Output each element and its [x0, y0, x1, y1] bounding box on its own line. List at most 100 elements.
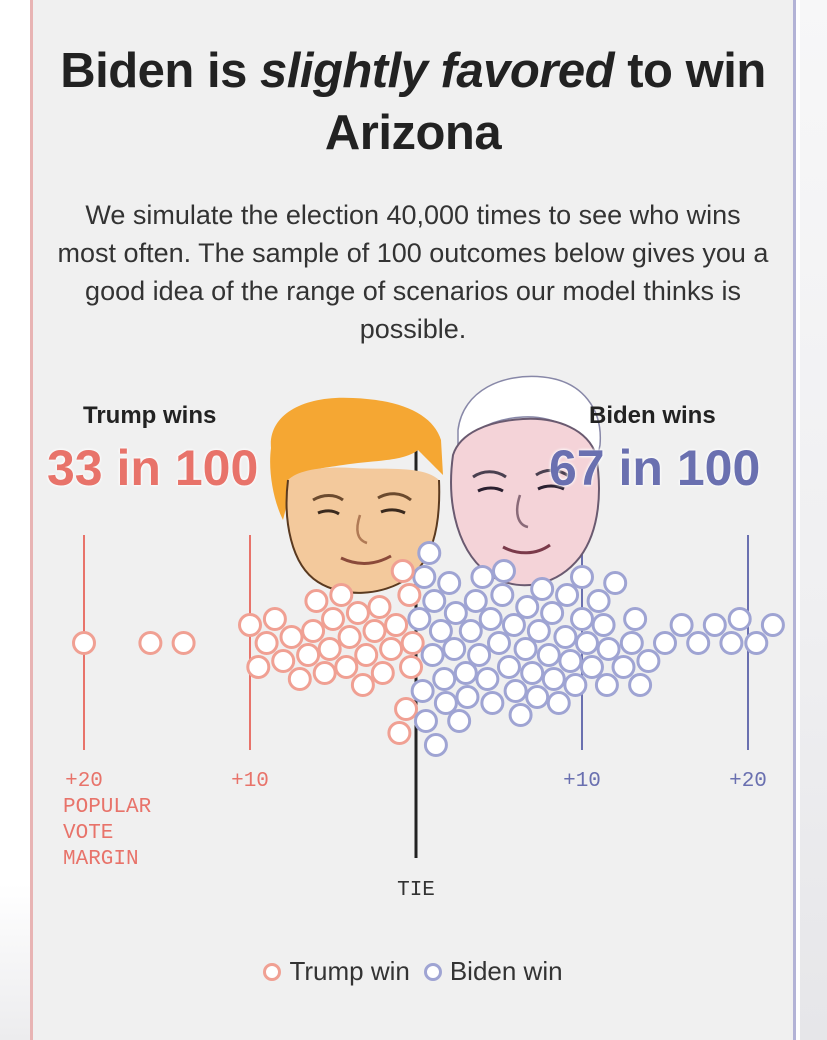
biden-outcome-dot [603, 571, 628, 595]
biden-outcome-dot [744, 631, 769, 655]
biden-caricature-icon [450, 375, 601, 587]
trump-outcome-dot [246, 655, 271, 679]
legend-label-trump: Trump win [289, 956, 410, 986]
biden-outcome-dot [574, 631, 599, 655]
biden-outcome-dot [636, 649, 661, 673]
chart-title: Biden is slightly favored to win Arizona [33, 40, 793, 164]
trump-outcome-dot [287, 667, 312, 691]
trump-outcome-dot [367, 595, 392, 619]
biden-outcome-dot [619, 631, 644, 655]
chart-legend: Trump win Biden win [33, 956, 793, 987]
biden-outcome-dot [653, 631, 677, 655]
trump-outcome-dot [337, 625, 362, 649]
simulation-dots [72, 541, 785, 757]
trump-outcome-dot [279, 625, 304, 649]
biden-outcome-dot [669, 613, 694, 637]
trump-outcome-dot [271, 649, 296, 673]
biden-outcome-dot [596, 637, 621, 661]
biden-outcome-dot [525, 685, 550, 709]
trump-outcome-dot [171, 631, 196, 655]
legend-label-biden: Biden win [449, 956, 563, 986]
tick-label-trump-20: +20 [65, 770, 103, 793]
tie-label: TIE [397, 879, 435, 902]
trump-win-count: 33 in 100 [47, 440, 259, 496]
trump-outcome-dot [254, 631, 279, 655]
trump-outcome-dot [394, 697, 419, 721]
biden-outcome-dot [432, 667, 457, 691]
biden-outcome-dot [428, 619, 453, 643]
biden-outcome-dot [623, 607, 648, 631]
biden-outcome-dot [413, 709, 438, 733]
axis-caption-line: VOTE [63, 822, 113, 845]
biden-outcome-dot [536, 643, 561, 667]
simulation-dot-chart: +20 +10 +10 +20 TIE POPULAR VOTE MARGIN [63, 375, 785, 902]
trump-outcome-dot [397, 583, 422, 607]
trump-outcome-dot [329, 583, 354, 607]
biden-outcome-dot [455, 685, 480, 709]
chart-subtitle: We simulate the election 40,000 times to… [57, 200, 769, 344]
biden-outcome-dot [540, 601, 565, 625]
biden-outcome-dot [458, 619, 483, 643]
trump-outcome-dot [334, 655, 359, 679]
biden-outcome-dot [570, 565, 594, 589]
biden-outcome-dot [555, 583, 580, 607]
tick-label-biden-20: +20 [729, 770, 767, 793]
biden-outcome-dot [412, 565, 437, 589]
title-part1: Biden is [60, 44, 260, 98]
biden-outcome-dot [558, 649, 583, 673]
trump-outcome-dot [379, 637, 404, 661]
biden-outcome-dot [475, 667, 500, 691]
biden-outcome-dot [463, 589, 488, 613]
candidate-images [270, 375, 601, 594]
tick-label-trump-10: +10 [231, 770, 269, 793]
biden-outcome-dot [480, 691, 505, 715]
biden-outcome-dot [443, 601, 468, 625]
biden-outcome-dot [433, 691, 458, 715]
biden-outcome-dot [611, 655, 636, 679]
legend-dot-biden [423, 962, 442, 981]
axis-caption-line: MARGIN [63, 848, 139, 871]
biden-outcome-dot [570, 607, 594, 631]
trump-outcome-dot [138, 631, 163, 655]
biden-outcome-dot [447, 709, 472, 733]
biden-outcome-dot [686, 631, 711, 655]
biden-outcome-dot [591, 613, 616, 637]
biden-outcome-dot [546, 691, 571, 715]
biden-outcome-dot [628, 673, 653, 697]
biden-outcome-dot [491, 559, 516, 583]
tick-label-biden-10: +10 [563, 770, 601, 793]
axis-tick-labels: +20 +10 +10 +20 TIE POPULAR VOTE MARGIN [63, 770, 767, 902]
legend-dot-trump [263, 962, 282, 981]
biden-win-count: 67 in 100 [549, 440, 761, 496]
biden-outcome-dot [594, 673, 619, 697]
trump-outcome-dot [354, 643, 379, 667]
trump-outcome-dot [312, 661, 337, 685]
biden-outcome-dot [442, 637, 467, 661]
trump-outcome-dot [387, 721, 412, 745]
title-part2: to win Arizona [324, 44, 766, 160]
trump-outcome-dot [370, 661, 395, 685]
biden-wins-label: Biden wins [589, 402, 716, 429]
trump-outcome-dot [321, 607, 345, 631]
biden-outcome-dot [410, 679, 435, 703]
trump-caricature-icon [270, 397, 444, 594]
trump-outcome-dot [390, 559, 415, 583]
biden-outcome-dot [470, 565, 495, 589]
biden-outcome-dot [490, 583, 515, 607]
trump-outcome-dot [400, 631, 425, 655]
biden-outcome-dot [553, 625, 578, 649]
biden-outcome-dot [407, 607, 432, 631]
biden-outcome-dot [563, 673, 588, 697]
biden-outcome-dot [467, 643, 492, 667]
legend-item-trump: Trump win [263, 956, 410, 987]
page-backdrop-left [0, 0, 30, 1040]
biden-outcome-dot [423, 733, 448, 757]
biden-outcome-dot [422, 589, 447, 613]
biden-outcome-dot [520, 661, 545, 685]
trump-outcome-dot [399, 655, 424, 679]
biden-outcome-dot [727, 607, 752, 631]
trump-wins-label: Trump wins [83, 402, 217, 429]
trump-outcome-dot [362, 619, 387, 643]
biden-outcome-dot [496, 655, 521, 679]
biden-outcome-dot [420, 643, 445, 667]
